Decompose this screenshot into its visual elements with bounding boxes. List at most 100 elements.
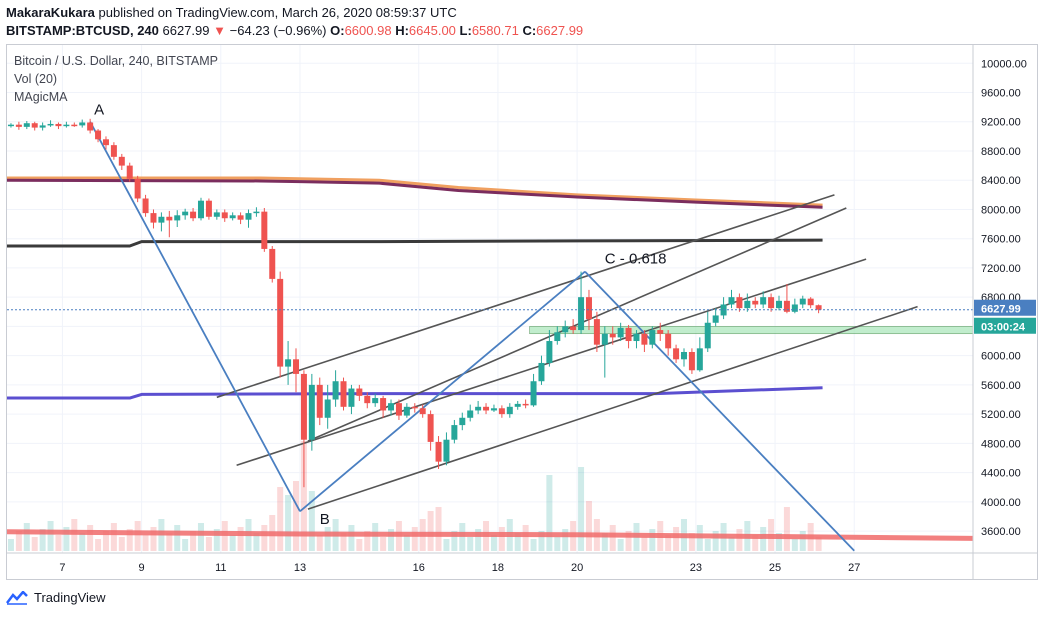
candle-body <box>562 326 569 333</box>
volume-bar <box>55 535 62 551</box>
candle-body <box>150 213 157 223</box>
candle-body <box>182 211 189 216</box>
candle-body <box>308 384 315 440</box>
author-name[interactable]: MakaraKukara <box>6 5 95 20</box>
candle-body <box>293 359 300 374</box>
candle-body <box>704 322 711 349</box>
publish-line: MakaraKukara published on TradingView.co… <box>6 4 583 22</box>
candle-body <box>744 300 751 309</box>
candle-body <box>570 326 577 331</box>
candle-body <box>665 333 672 349</box>
candle-body <box>356 388 363 396</box>
volume-bar <box>71 519 78 551</box>
volume-bar <box>150 527 157 551</box>
volume-bar <box>459 523 466 551</box>
candle-body <box>657 330 664 334</box>
volume-bar <box>324 527 331 551</box>
candle-body <box>55 123 62 127</box>
price-chart[interactable]: A B C - 0.618 10000.00 9600.00 9200.00 8800.00… <box>6 45 1037 579</box>
low-value: 6580.71 <box>471 23 519 38</box>
footer-brand[interactable]: TradingView <box>34 590 106 605</box>
candle-body <box>213 212 220 217</box>
candle-body <box>807 298 814 306</box>
y-tick-label: 8000.00 <box>981 204 1021 216</box>
wave-line <box>89 121 301 512</box>
volume-bar <box>752 535 759 551</box>
volume-bar <box>562 529 569 551</box>
trend-channel-line <box>307 207 847 442</box>
candle-body <box>221 212 228 219</box>
candle-body <box>498 408 505 415</box>
volume-bar <box>815 537 822 551</box>
volume-bar <box>585 501 592 551</box>
y-tick-label: 5600.00 <box>981 380 1021 392</box>
x-tick-label: 9 <box>139 562 145 574</box>
volume-bar <box>300 441 307 551</box>
candle-body <box>680 351 687 360</box>
candle-body <box>118 156 125 166</box>
y-tick-label: 4400.00 <box>981 468 1021 480</box>
moving-average-line <box>6 178 823 209</box>
candle-body <box>467 410 474 418</box>
volume-bar <box>182 539 189 551</box>
moving-average-line <box>6 529 974 541</box>
volume-bar <box>514 533 521 551</box>
candle-body <box>95 130 102 140</box>
volume-bar <box>364 531 371 551</box>
candle-body <box>451 425 458 440</box>
x-tick-label: 27 <box>848 562 860 574</box>
legend-volume[interactable]: Vol (20) <box>14 72 58 86</box>
x-tick-label: 20 <box>571 562 583 574</box>
volume-bar <box>237 527 244 551</box>
candle-body <box>546 341 553 363</box>
volume-bar <box>142 535 149 551</box>
volume-bar <box>102 531 109 551</box>
candle-body <box>110 145 117 157</box>
candle-body <box>506 406 513 415</box>
volume-bar <box>110 523 117 551</box>
volume-bar <box>285 495 292 551</box>
volume-bar <box>7 539 14 551</box>
candle-body <box>31 123 38 128</box>
volume-bar <box>601 533 608 551</box>
candle-body <box>459 417 466 426</box>
change-value: −64.23 (−0.96%) <box>229 23 327 38</box>
candle-body <box>205 200 212 217</box>
volume-bar <box>63 527 70 551</box>
candle-body <box>285 359 292 367</box>
wave-annotation: B <box>320 511 330 528</box>
candle-body <box>538 362 545 382</box>
candle-body <box>340 381 347 407</box>
volume-bar <box>126 529 133 551</box>
legend-ma[interactable]: MAgicMA <box>14 90 68 104</box>
volume-bar <box>673 527 680 551</box>
candle-body <box>578 297 585 331</box>
y-tick-label: 10000.00 <box>981 58 1027 70</box>
candle-body <box>324 399 331 418</box>
close-value: 6627.99 <box>536 23 584 38</box>
candle-body <box>736 297 743 309</box>
countdown-label-box <box>974 317 1036 334</box>
countdown-label: 03:00:24 <box>981 322 1026 334</box>
candle-body <box>427 414 434 442</box>
y-tick-label: 3600.00 <box>981 526 1021 538</box>
candle-body <box>364 395 371 404</box>
candle-body <box>443 439 450 462</box>
y-tick-label: 7600.00 <box>981 234 1021 246</box>
volume-bar <box>134 521 141 551</box>
candle-body <box>696 348 703 371</box>
moving-average-line <box>7 386 823 400</box>
volume-bar <box>688 533 695 551</box>
volume-bar <box>15 531 22 551</box>
volume-bar <box>118 537 125 551</box>
candle-body <box>483 406 490 411</box>
high-label: H: <box>395 23 409 38</box>
volume-bar <box>213 529 220 551</box>
quote-line: BITSTAMP:BTCUSD, 240 6627.99 ▼ −64.23 (−… <box>6 22 583 40</box>
candle-body <box>261 211 268 249</box>
candle-body <box>435 441 442 462</box>
volume-bar <box>546 475 553 551</box>
volume-bar <box>87 525 94 551</box>
candle-body <box>752 300 759 305</box>
chart-panel[interactable]: A B C - 0.618 10000.00 9600.00 9200.00 8800.00… <box>6 44 1038 580</box>
